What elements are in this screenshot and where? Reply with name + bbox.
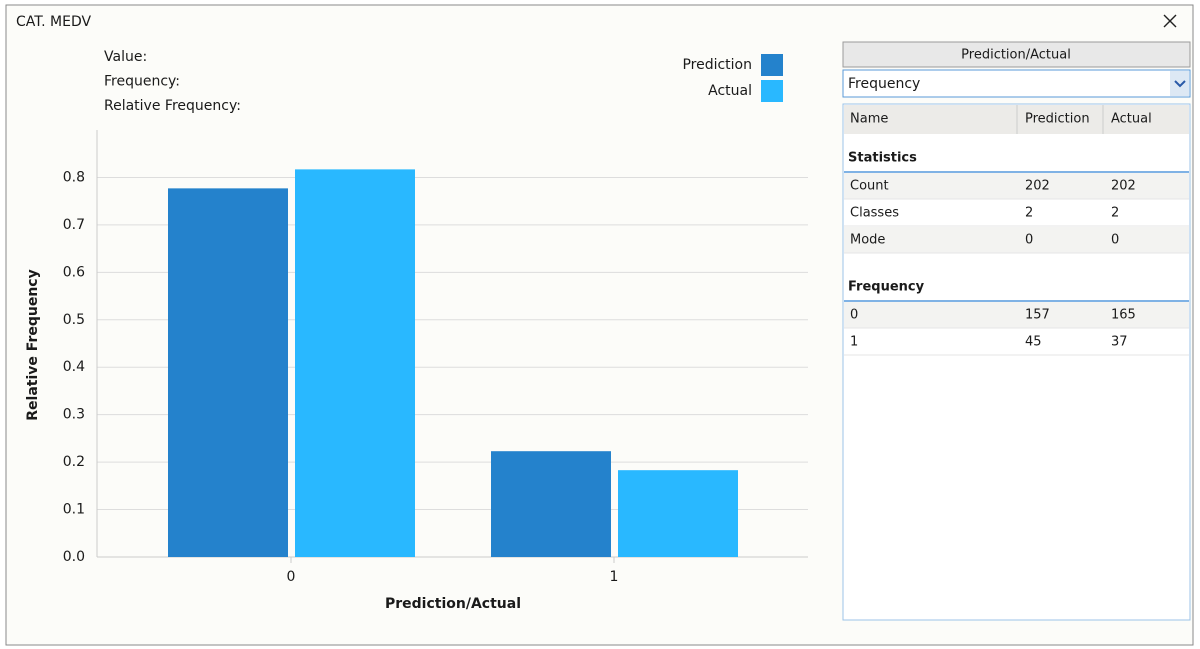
table-cell: 202 <box>1025 179 1050 194</box>
legend-label: Prediction <box>682 57 752 73</box>
table-cell: Mode <box>850 233 885 248</box>
table-cell: Classes <box>850 206 899 221</box>
y-tick-label: 0.1 <box>63 502 85 518</box>
bar <box>618 470 738 557</box>
column-header: Actual <box>1111 112 1152 127</box>
bar <box>491 451 611 557</box>
x-tick-label: 1 <box>610 569 619 585</box>
row-stripe <box>844 302 1189 328</box>
section-title: Statistics <box>848 151 917 166</box>
section-title: Frequency <box>848 280 925 295</box>
bar <box>295 169 415 557</box>
toggle-button[interactable] <box>842 41 1191 68</box>
dropdown-value: Frequency <box>848 76 920 92</box>
y-tick-label: 0.3 <box>63 407 85 423</box>
legend-swatch <box>761 80 783 102</box>
table-cell: 165 <box>1111 308 1136 323</box>
window-title: CAT. MEDV <box>16 14 92 30</box>
info-label: Relative Frequency: <box>104 98 241 114</box>
column-header: Prediction <box>1025 112 1090 127</box>
y-tick-label: 0.6 <box>63 264 85 280</box>
y-tick-label: 0.4 <box>63 359 85 375</box>
row-stripe <box>844 227 1189 253</box>
dropdown[interactable] <box>842 69 1191 98</box>
y-axis-label: Relative Frequency <box>25 269 41 420</box>
table-cell: 0 <box>1025 233 1033 248</box>
dropdown-arrow-box <box>1170 71 1189 96</box>
table-cell: 202 <box>1111 179 1136 194</box>
row-stripe <box>844 173 1189 199</box>
y-tick-label: 0.0 <box>63 549 85 565</box>
legend-label: Actual <box>708 83 752 99</box>
y-tick-label: 0.7 <box>63 217 85 233</box>
y-tick-label: 0.8 <box>63 169 85 185</box>
dropdown-arrow <box>1174 80 1186 88</box>
info-label: Frequency: <box>104 74 180 90</box>
x-tick-label: 0 <box>287 569 296 585</box>
legend-swatch <box>761 54 783 76</box>
y-tick-label: 0.5 <box>63 312 85 328</box>
table-cell: 0 <box>850 308 858 323</box>
x-axis-label: Prediction/Actual <box>385 596 521 612</box>
table-cell: Count <box>850 179 889 194</box>
table-cell: 157 <box>1025 308 1050 323</box>
column-header: Name <box>850 112 888 127</box>
close-button[interactable] <box>1163 14 1177 28</box>
y-tick-label: 0.2 <box>63 454 85 470</box>
table-cell: 45 <box>1025 335 1042 350</box>
table-cell: 2 <box>1025 206 1033 221</box>
table-cell: 2 <box>1111 206 1119 221</box>
table-cell: 1 <box>850 335 858 350</box>
button-label: Prediction/Actual <box>961 48 1071 63</box>
info-label: Value: <box>104 49 147 65</box>
bar <box>168 188 288 557</box>
table-cell: 0 <box>1111 233 1119 248</box>
table-cell: 37 <box>1111 335 1128 350</box>
